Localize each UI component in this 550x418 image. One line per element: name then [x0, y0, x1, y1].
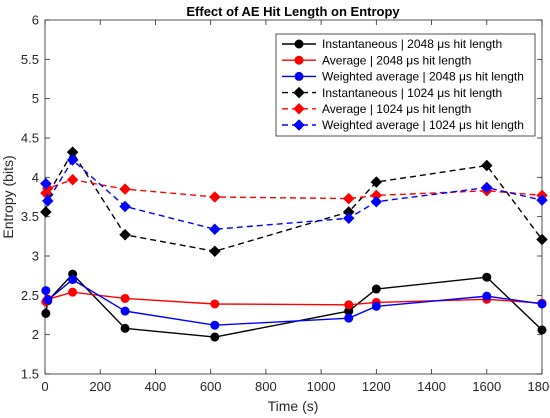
y-tick-label: 2: [32, 327, 39, 342]
legend-label: Weighted average | 1024 μs hit length: [322, 118, 524, 132]
data-point: [120, 306, 130, 316]
chart-title: Effect of AE Hit Length on Entropy: [186, 4, 400, 19]
data-point: [41, 286, 51, 296]
legend-marker: [293, 86, 305, 99]
y-tick-label: 3: [32, 249, 39, 264]
data-point: [480, 159, 493, 172]
legend-marker: [293, 119, 305, 131]
series-4: [39, 146, 548, 258]
x-tick-label: 1800: [528, 379, 550, 394]
data-point: [120, 293, 130, 303]
legend-entry: Average | 1024 μs hit length: [282, 102, 471, 116]
x-tick-label: 400: [145, 379, 167, 394]
y-tick-label: 4.5: [21, 131, 39, 146]
data-point: [120, 323, 130, 333]
y-tick-label: 6: [32, 13, 39, 28]
series-5: [39, 173, 548, 205]
legend: Instantaneous | 2048 μs hit length Averag…: [275, 33, 536, 137]
legend-marker: [293, 102, 305, 115]
y-tick-label: 5.5: [21, 52, 39, 67]
data-point: [210, 299, 220, 309]
legend-label: Average | 1024 μs hit length: [322, 102, 471, 116]
legend-entry: Instantaneous | 2048 μs hit length: [282, 37, 502, 51]
data-point: [210, 320, 220, 330]
y-axis-ticks: 1.5 2 2.5 3 3.5 4 4.5 5 5.5 6: [21, 13, 542, 382]
x-axis-ticks: 0 200 400 600 800 1000 1200 1400 1600 1800: [41, 20, 550, 394]
y-axis-label: Entropy (bits): [0, 155, 16, 238]
data-point: [39, 177, 52, 190]
series-layer: [39, 146, 548, 342]
data-point: [344, 313, 354, 323]
legend-marker: [294, 55, 304, 65]
data-point: [119, 228, 131, 241]
x-tick-label: 1200: [362, 379, 391, 394]
data-point: [342, 212, 355, 225]
data-point: [344, 300, 354, 310]
data-point: [119, 183, 131, 195]
series-3: [41, 275, 547, 330]
y-tick-label: 5: [32, 91, 39, 106]
legend-marker: [294, 71, 304, 81]
data-point: [537, 299, 547, 309]
data-point: [370, 195, 383, 208]
data-point: [66, 173, 79, 186]
y-tick-label: 4: [32, 170, 39, 185]
legend-entry: Weighted average | 2048 μs hit length: [282, 70, 524, 84]
legend-entry: Instantaneous | 1024 μs hit length: [282, 86, 502, 100]
series-6: [39, 154, 548, 236]
x-tick-label: 0: [41, 379, 48, 394]
data-point: [41, 195, 54, 207]
data-point: [39, 206, 52, 218]
legend-label: Instantaneous | 2048 μs hit length: [322, 37, 502, 51]
legend-label: Instantaneous | 1024 μs hit length: [322, 86, 502, 100]
data-point: [43, 295, 53, 305]
legend-entry: Weighted average | 1024 μs hit length: [282, 118, 524, 132]
legend-label: Weighted average | 2048 μs hit length: [322, 70, 524, 84]
x-tick-label: 1400: [417, 379, 446, 394]
legend-marker: [294, 39, 304, 49]
legend-box: [275, 33, 536, 137]
x-tick-label: 200: [89, 379, 111, 394]
data-point: [371, 284, 381, 294]
data-point: [68, 287, 78, 297]
data-point: [210, 332, 220, 342]
data-point: [537, 325, 547, 335]
data-point: [536, 194, 548, 207]
data-point: [68, 275, 78, 285]
data-point: [208, 191, 221, 203]
y-tick-label: 1.5: [21, 367, 39, 382]
data-point: [119, 200, 131, 213]
data-point: [536, 233, 548, 246]
x-tick-label: 1600: [472, 379, 501, 394]
series-line: [45, 158, 543, 230]
x-tick-label: 800: [255, 379, 277, 394]
legend-label: Average | 2048 μs hit length: [322, 53, 471, 67]
data-point: [66, 154, 79, 166]
data-point: [342, 192, 355, 205]
data-point: [41, 308, 51, 318]
data-point: [208, 245, 221, 258]
legend-entry: Average | 2048 μs hit length: [282, 53, 471, 67]
data-point: [482, 272, 492, 282]
y-tick-label: 2.5: [21, 288, 39, 303]
x-tick-label: 1000: [307, 379, 336, 394]
data-point: [371, 301, 381, 311]
data-point: [370, 176, 383, 188]
data-point: [480, 181, 493, 194]
x-tick-label: 600: [200, 379, 222, 394]
data-point: [482, 291, 492, 301]
y-tick-label: 3.5: [21, 209, 39, 224]
x-axis-label: Time (s): [268, 398, 319, 414]
data-point: [208, 223, 221, 236]
